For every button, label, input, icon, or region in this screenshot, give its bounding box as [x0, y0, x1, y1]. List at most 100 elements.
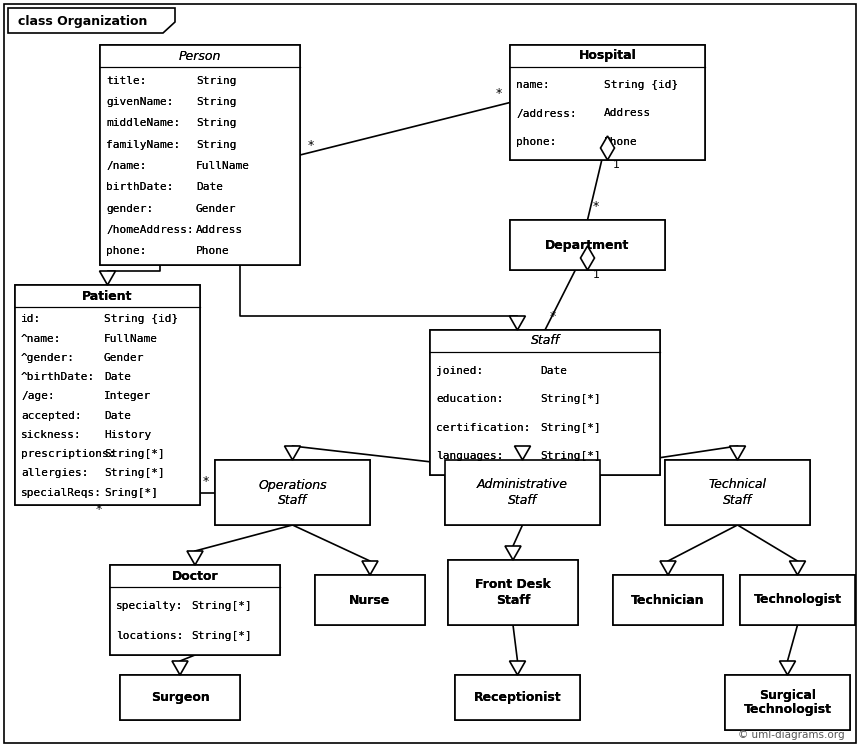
- Text: joined:: joined:: [436, 365, 483, 376]
- Polygon shape: [285, 446, 300, 460]
- Text: String[*]: String[*]: [192, 630, 252, 641]
- Text: FullName: FullName: [196, 161, 250, 171]
- Polygon shape: [509, 661, 525, 675]
- Text: sickness:: sickness:: [21, 430, 82, 440]
- Text: Person: Person: [179, 49, 221, 63]
- Bar: [510, 45, 705, 160]
- Text: String[*]: String[*]: [104, 468, 164, 478]
- Text: Address: Address: [196, 225, 243, 235]
- Text: *: *: [550, 310, 556, 323]
- Text: 1: 1: [593, 270, 599, 280]
- Text: languages:: languages:: [436, 451, 503, 462]
- Text: String[*]: String[*]: [540, 451, 601, 462]
- Text: String[*]: String[*]: [540, 394, 601, 404]
- Polygon shape: [514, 446, 531, 460]
- Text: Person: Person: [179, 49, 221, 63]
- Text: FullName: FullName: [104, 334, 157, 344]
- Bar: [665, 460, 810, 525]
- Bar: [15, 285, 200, 505]
- Text: String: String: [196, 97, 237, 107]
- Bar: [110, 565, 280, 655]
- Bar: [120, 675, 240, 720]
- Text: String[*]: String[*]: [540, 451, 601, 462]
- Text: History: History: [104, 430, 151, 440]
- Bar: [455, 675, 580, 720]
- Text: Surgeon: Surgeon: [150, 691, 209, 704]
- Text: title:: title:: [106, 76, 146, 86]
- Text: givenName:: givenName:: [106, 97, 174, 107]
- Bar: [215, 460, 370, 525]
- Text: name:: name:: [516, 81, 550, 90]
- Text: *: *: [593, 200, 599, 213]
- Text: Date: Date: [104, 411, 131, 421]
- Text: Gender: Gender: [196, 204, 237, 214]
- Text: familyName:: familyName:: [106, 140, 181, 149]
- Bar: [430, 330, 660, 475]
- Text: phone:: phone:: [516, 137, 556, 146]
- Text: Phone: Phone: [604, 137, 637, 146]
- Text: accepted:: accepted:: [21, 411, 82, 421]
- Text: Operations
Staff: Operations Staff: [258, 479, 327, 506]
- Text: Date: Date: [104, 411, 131, 421]
- Text: specialty:: specialty:: [116, 601, 183, 611]
- Text: String {id}: String {id}: [604, 81, 678, 90]
- Bar: [315, 575, 425, 625]
- Text: title:: title:: [106, 76, 146, 86]
- Text: Doctor: Doctor: [172, 569, 218, 583]
- Text: sickness:: sickness:: [21, 430, 82, 440]
- Text: String[*]: String[*]: [104, 449, 164, 459]
- Bar: [100, 45, 300, 265]
- Bar: [215, 460, 370, 525]
- Text: /address:: /address:: [516, 108, 577, 119]
- Text: Date: Date: [540, 365, 568, 376]
- Text: String[*]: String[*]: [540, 394, 601, 404]
- Text: FullName: FullName: [104, 334, 157, 344]
- Text: accepted:: accepted:: [21, 411, 82, 421]
- Text: Nurse: Nurse: [349, 594, 390, 607]
- Text: Sring[*]: Sring[*]: [104, 488, 157, 498]
- Text: /age:: /age:: [21, 391, 55, 401]
- Text: String[*]: String[*]: [192, 601, 252, 611]
- Polygon shape: [580, 246, 594, 270]
- Bar: [448, 560, 578, 625]
- Polygon shape: [505, 546, 521, 560]
- Polygon shape: [729, 446, 746, 460]
- Text: specialReqs:: specialReqs:: [21, 488, 102, 498]
- Bar: [430, 330, 660, 475]
- Bar: [725, 675, 850, 730]
- Text: String: String: [196, 119, 237, 128]
- Text: *: *: [496, 87, 502, 99]
- Text: Patient: Patient: [83, 290, 132, 303]
- Text: ^name:: ^name:: [21, 334, 62, 344]
- Text: prescriptions:: prescriptions:: [21, 449, 115, 459]
- Text: String: String: [196, 119, 237, 128]
- Text: Phone: Phone: [196, 247, 230, 256]
- Text: Front Desk
Staff: Front Desk Staff: [475, 578, 551, 607]
- Text: /age:: /age:: [21, 391, 55, 401]
- Text: certification:: certification:: [436, 423, 531, 433]
- Text: Technologist: Technologist: [753, 594, 841, 607]
- Text: Surgeon: Surgeon: [150, 691, 209, 704]
- Polygon shape: [172, 661, 188, 675]
- Polygon shape: [509, 316, 525, 330]
- Text: Receptionist: Receptionist: [474, 691, 562, 704]
- Bar: [15, 285, 200, 505]
- Text: Integer: Integer: [104, 391, 151, 401]
- Text: ^gender:: ^gender:: [21, 353, 75, 363]
- Text: Surgical
Technologist: Surgical Technologist: [744, 689, 832, 716]
- Text: middleName:: middleName:: [106, 119, 181, 128]
- Text: String: String: [196, 97, 237, 107]
- Text: class Organization: class Organization: [18, 16, 147, 28]
- Text: Administrative
Staff: Administrative Staff: [477, 479, 568, 506]
- Text: Gender: Gender: [196, 204, 237, 214]
- Text: phone:: phone:: [106, 247, 146, 256]
- Bar: [510, 220, 665, 270]
- Text: String: String: [196, 140, 237, 149]
- Polygon shape: [8, 8, 175, 33]
- Text: String: String: [196, 76, 237, 86]
- Text: *: *: [203, 474, 209, 488]
- Bar: [665, 460, 810, 525]
- Text: /address:: /address:: [516, 108, 577, 119]
- Text: Phone: Phone: [604, 137, 637, 146]
- Text: Sring[*]: Sring[*]: [104, 488, 157, 498]
